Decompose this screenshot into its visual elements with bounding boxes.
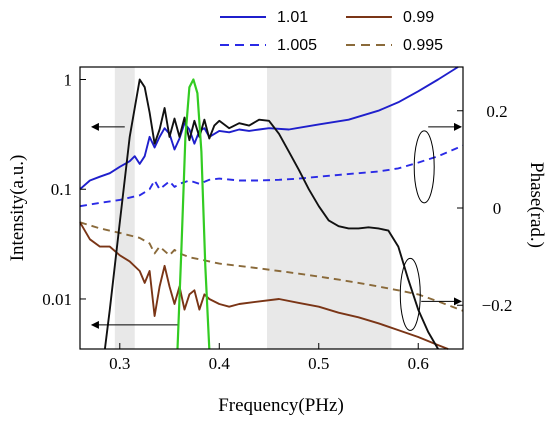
series-line-1-01	[79, 66, 459, 190]
y-axis-left-label: Intensity(a.u.)	[7, 155, 28, 262]
y-left-tick-label-3: 0.01	[42, 290, 72, 309]
x-tick-label-1: 0.3	[109, 354, 130, 373]
shaded-band-1	[114, 67, 135, 349]
series-line-0-99	[79, 221, 449, 350]
series-line-1-005	[79, 144, 464, 208]
y-right-tick-label-3: −0.2	[482, 296, 513, 315]
legend-label-1-01: 1.01	[277, 9, 308, 26]
x-tick-label-3: 0.5	[308, 354, 329, 373]
legend-label-0-995: 0.995	[403, 37, 443, 54]
series-line-green-pulse	[176, 78, 211, 350]
x-axis-label: Frequency(PHz)	[218, 395, 344, 416]
series-line-0-995	[79, 221, 464, 312]
x-tick-label-4: 0.6	[408, 354, 429, 373]
plot-series	[79, 66, 464, 350]
axis-ticks: 0.3 0.4 0.5 0.6 1 0.1 0.01 0.2 0 −0.2	[42, 71, 512, 373]
legend-label-0-99: 0.99	[403, 9, 434, 26]
series-line-black-spectrum	[103, 78, 439, 350]
legend-label-1-005: 1.005	[277, 37, 317, 54]
shaded-band-2	[267, 67, 392, 349]
annotation-ellipse-1	[413, 130, 435, 204]
x-tick-label-2: 0.4	[209, 354, 231, 373]
y-right-tick-label-2: 0	[493, 199, 502, 218]
y-right-tick-label-1: 0.2	[486, 102, 507, 121]
legend: 1.01 0.99 1.005 0.995	[220, 9, 443, 54]
y-left-tick-label-1: 1	[64, 71, 73, 90]
y-left-tick-label-2: 0.1	[51, 180, 72, 199]
y-axis-right-label: Phase(rad.)	[526, 162, 547, 248]
annotations	[90, 122, 462, 331]
annotation-ellipse-2	[399, 257, 421, 331]
